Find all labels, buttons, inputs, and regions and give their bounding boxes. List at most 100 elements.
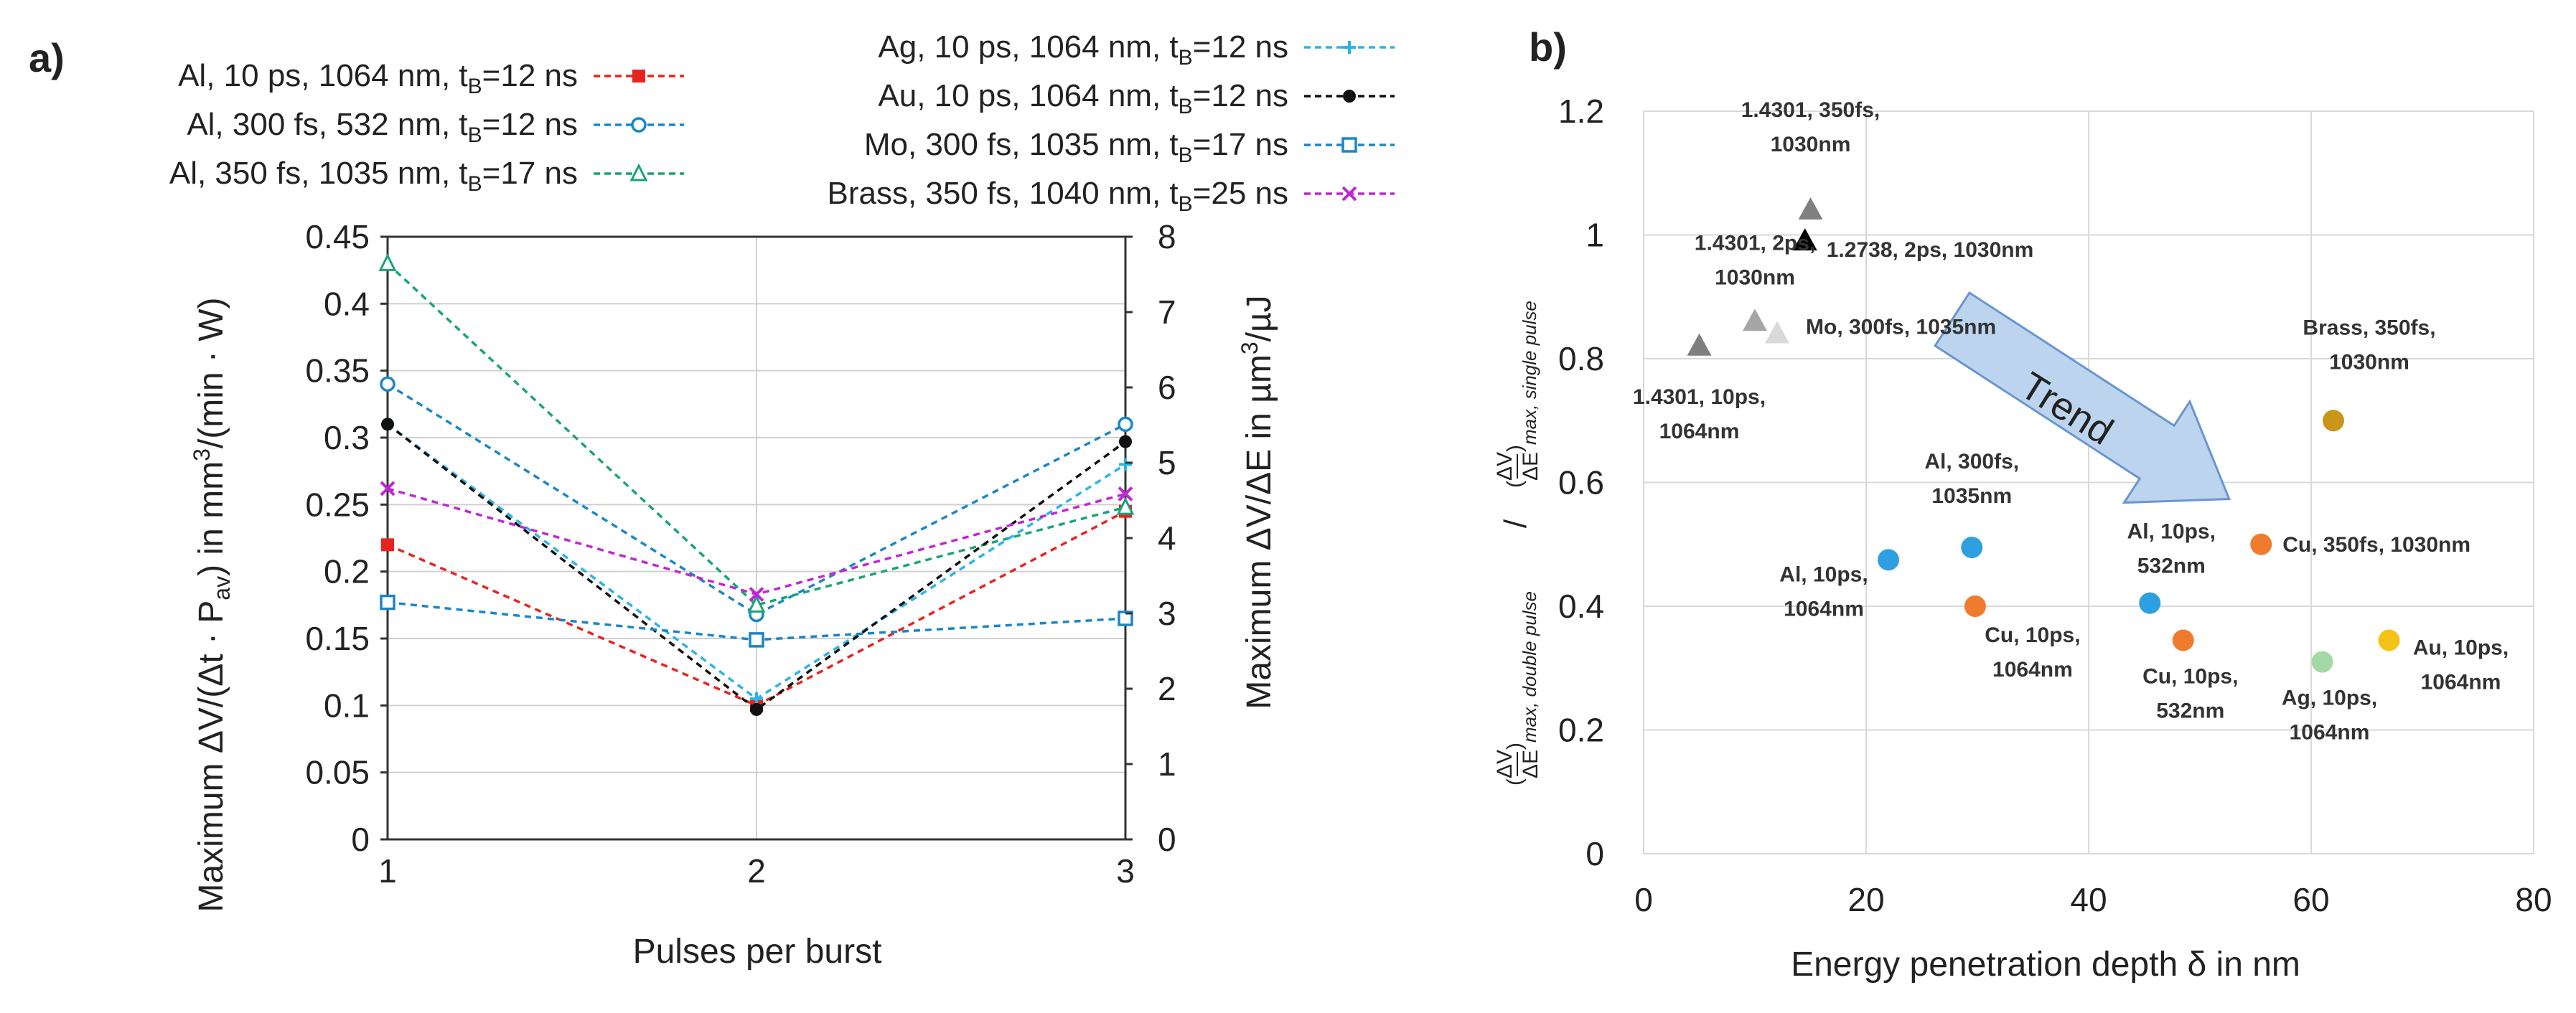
chart-b-point-label: 1035nm	[1931, 484, 2012, 508]
chart-b-y-tick: 0.8	[1558, 340, 1604, 377]
chart-a-y-tick-right: 5	[1158, 444, 1176, 481]
chart-a-x-tick: 2	[747, 852, 766, 890]
chart-b-point-label: Cu, 10ps,	[2142, 664, 2238, 688]
chart-b-x-tick: 20	[1847, 881, 1884, 918]
chart-a-point	[1119, 458, 1132, 471]
chart-a-y-tick-left: 0.45	[305, 218, 370, 255]
svg-text:max, double pulse: max, double pulse	[1519, 591, 1540, 743]
chart-a-legend-marker	[1343, 90, 1356, 103]
chart-b-x-tick: 40	[2070, 881, 2107, 918]
chart-b-x-tick: 0	[1634, 881, 1653, 918]
chart-b-point-label: 1030nm	[1771, 133, 1851, 156]
chart-b-point	[2250, 533, 2272, 555]
chart-a-legend-marker	[629, 163, 648, 182]
chart-a-y-tick-left: 0	[351, 821, 370, 858]
chart-b-point-label: Brass, 350fs,	[2303, 316, 2435, 339]
chart-a-point	[1118, 486, 1133, 501]
chart-b-point-label: Au, 10ps,	[2413, 636, 2509, 659]
chart-b-point	[1792, 228, 1817, 251]
chart-a-legend-marker	[1341, 186, 1357, 202]
chart-a-y-tick-left: 0.05	[305, 754, 370, 791]
chart-a-y-tick-right: 4	[1158, 519, 1176, 557]
chart-b-y-tick: 0.2	[1558, 712, 1604, 749]
chart-a-point	[750, 702, 763, 716]
chart-b: 00.20.40.60.811.20 20 40 60 80 Trend 1.4301,…	[1493, 93, 2552, 984]
chart-b-points	[1687, 197, 2400, 673]
chart-a-legend-marker	[1343, 41, 1356, 54]
chart-a-legend-marker-b	[1341, 186, 1357, 202]
chart-a-y-tick-right: 3	[1158, 595, 1176, 632]
chart-a-y-tick-left: 0.3	[324, 419, 370, 456]
chart-a-point-b	[380, 481, 395, 496]
chart-b-point	[1878, 549, 1899, 571]
chart-a-y-tick-right: 1	[1158, 745, 1176, 783]
svg-text:ΔV: ΔV	[1493, 750, 1517, 778]
chart-b-point	[2172, 629, 2194, 651]
chart-b-point-label: 1.2738, 2ps, 1030nm	[1827, 238, 2034, 262]
chart-b-point	[1964, 595, 1986, 617]
chart-b-point-label: 532nm	[2137, 555, 2206, 578]
chart-a-grid	[387, 236, 1126, 840]
panel-label-b: b)	[1529, 24, 1567, 70]
chart-b-point-label: 532nm	[2156, 699, 2224, 722]
chart-a-legend-label: Ag, 10 ps, 1064 nm, tB=12 ns	[878, 29, 1288, 70]
chart-b-x-tick: 80	[2515, 881, 2552, 918]
svg-text:): )	[1503, 743, 1527, 750]
chart-b-point-label: 1064nm	[1784, 597, 1864, 621]
chart-a-point	[381, 418, 394, 431]
chart-a-left-axis-label: Maximum ΔV/(Δt · Pav) in mm3/(min · W)	[189, 298, 235, 913]
chart-a-point	[1118, 611, 1133, 626]
chart-b-y-axis-label: ( ΔV ΔE ) max, double pulse / ( ΔV ΔE ) …	[1493, 301, 1542, 786]
chart-b-point	[1743, 308, 1767, 331]
chart-b-point-label: 1064nm	[1659, 420, 1740, 443]
chart-a-x-tick: 1	[378, 852, 397, 890]
trend-arrow-shape	[1933, 291, 2231, 504]
svg-text:ΔV: ΔV	[1493, 452, 1517, 481]
chart-a-y-tick-left: 0.2	[324, 553, 370, 590]
chart-b-y-tick: 0.6	[1558, 464, 1604, 501]
svg-text:/: /	[1498, 519, 1533, 528]
chart-a-legend-label: Al, 10 ps, 1064 nm, tB=12 ns	[178, 58, 578, 98]
chart-a-y-tick-left: 0.1	[324, 687, 370, 724]
chart-a-y-tick-right: 0	[1158, 821, 1176, 858]
chart-b-x-axis-label: Energy penetration depth δ in nm	[1791, 946, 2300, 984]
chart-a-legend-label: Au, 10 ps, 1064 nm, tB=12 ns	[878, 78, 1288, 118]
chart-b-point-label: 1.4301, 2ps,	[1695, 231, 1815, 255]
panel-label-a: a)	[29, 35, 65, 80]
chart-a-legend-marker	[1341, 137, 1357, 153]
svg-text:): )	[1503, 445, 1527, 452]
chart-b-y-tick: 1	[1586, 217, 1604, 254]
chart-b-grid	[1643, 110, 2534, 854]
chart-b-point-label: 1.4301, 350fs,	[1741, 98, 1881, 122]
chart-a-legend-marker	[631, 117, 647, 133]
chart-b-point	[2139, 592, 2161, 614]
svg-text:max, single pulse: max, single pulse	[1519, 301, 1540, 445]
chart-a-y-tick-right: 7	[1158, 293, 1176, 331]
chart-b-point-labels: 1.4301, 10ps, 1064nm 1.4301, 2ps, 1030nm Mo,…	[1633, 98, 2509, 745]
chart-a-point	[1119, 435, 1132, 448]
chart-b-point-label: 1030nm	[2329, 350, 2409, 374]
chart-a-ticks: 00.050.10.150.20.250.30.350.40.450123456…	[305, 218, 1176, 890]
chart-a-y-tick-left: 0.35	[305, 352, 370, 390]
chart-a-series	[378, 253, 1135, 716]
chart-a-legend-label: Mo, 300 fs, 1035 nm, tB=17 ns	[864, 127, 1288, 167]
chart-a-point	[749, 632, 764, 648]
svg-text:(: (	[1503, 778, 1527, 786]
chart-b-point	[1961, 537, 1983, 559]
chart-b-point-label: Al, 10ps,	[2127, 520, 2216, 544]
chart-a-y-tick-right: 2	[1158, 670, 1176, 707]
chart-a-point	[747, 594, 766, 613]
chart-a-point	[1116, 496, 1135, 515]
chart-b-point-label: Ag, 10ps,	[2282, 687, 2377, 710]
chart-a-legend-marker	[632, 70, 645, 83]
chart-b-point-label: 1064nm	[1992, 658, 2073, 682]
chart-b-point-label: Cu, 350fs, 1030nm	[2282, 533, 2470, 557]
chart-a-point	[378, 253, 397, 271]
chart-a-y-tick-right: 6	[1158, 369, 1176, 406]
chart-a-point-b	[749, 586, 764, 602]
chart-b-y-tick: 0	[1586, 835, 1604, 872]
chart-b-point	[1798, 197, 1823, 220]
chart-a-legend-label: Al, 350 fs, 1035 nm, tB=17 ns	[169, 156, 578, 196]
chart-b-point-label: 1030nm	[1715, 265, 1795, 289]
